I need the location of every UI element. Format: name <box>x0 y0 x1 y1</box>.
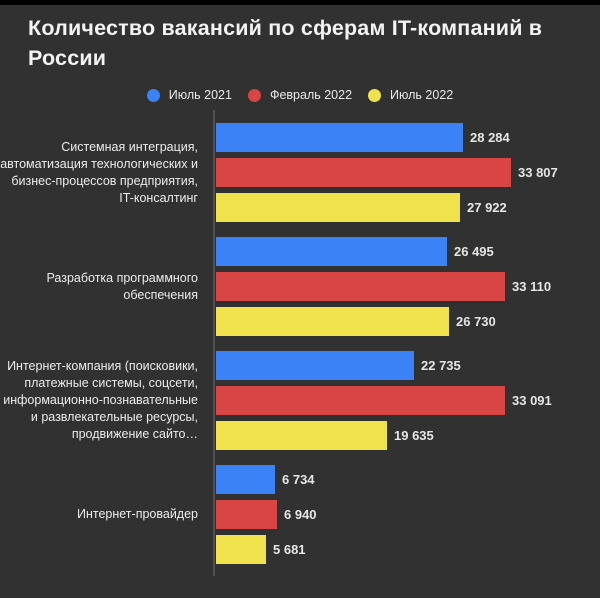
bar-value-label: 22 735 <box>421 358 461 373</box>
chart-title: Количество вакансий по сферам IT-компани… <box>28 16 543 70</box>
bar <box>216 158 511 187</box>
legend-item: Июль 2022 <box>368 88 453 102</box>
bar <box>216 351 414 380</box>
legend-dot-icon <box>368 88 382 102</box>
bar <box>216 386 505 415</box>
category-label: Интернет-компания (поисковики, платежные… <box>3 359 198 441</box>
axis-baseline <box>213 110 215 576</box>
top-border-strip <box>0 0 600 5</box>
bar-row: 33 110 <box>216 272 551 301</box>
legend-label: Июль 2021 <box>168 88 232 102</box>
bars-stack: 6 734 6 940 5 681 <box>216 465 317 564</box>
legend-label: Июль 2022 <box>390 88 454 102</box>
category-label: Разработка программного обеспечения <box>46 270 198 302</box>
legend-dot-icon <box>146 88 160 102</box>
bar <box>216 465 275 494</box>
legend-item: Февраль 2022 <box>247 88 353 102</box>
bars-stack: 22 735 33 091 19 635 <box>216 351 552 450</box>
bar-row: 26 730 <box>216 307 551 336</box>
bar-value-label: 6 940 <box>284 507 317 522</box>
legend-item: Июль 2021 <box>146 88 232 102</box>
legend: Июль 2021 Февраль 2022 Июль 2022 <box>0 88 600 102</box>
legend-label: Февраль 2022 <box>269 88 353 102</box>
category-group: Интернет-провайдер 6 734 6 940 5 681 <box>0 465 600 564</box>
bar-row: 28 284 <box>216 123 558 152</box>
bar-row: 6 734 <box>216 465 317 494</box>
bar-row: 33 091 <box>216 386 552 415</box>
bar-value-label: 26 730 <box>456 314 496 329</box>
bars-stack: 28 284 33 807 27 922 <box>216 123 558 222</box>
chart-area: Системная интеграция, автоматизация техн… <box>0 110 600 576</box>
legend-dot-icon <box>247 88 261 102</box>
bar-value-label: 33 091 <box>512 393 552 408</box>
bar-value-label: 28 284 <box>470 130 510 145</box>
bar-row: 19 635 <box>216 421 552 450</box>
bar-value-label: 33 807 <box>518 165 558 180</box>
category-group: Разработка программного обеспечения 26 49… <box>0 237 600 336</box>
bar <box>216 237 447 266</box>
bar-row: 27 922 <box>216 193 558 222</box>
bar <box>216 500 277 529</box>
category-label: Интернет-провайдер <box>76 507 198 521</box>
bar-row: 6 940 <box>216 500 317 529</box>
bar-value-label: 27 922 <box>467 200 507 215</box>
bar-value-label: 19 635 <box>394 428 434 443</box>
chart-groups: Системная интеграция, автоматизация техн… <box>0 110 600 564</box>
category-group: Интернет-компания (поисковики, платежные… <box>0 351 600 450</box>
bar <box>216 307 449 336</box>
category-group: Системная интеграция, автоматизация техн… <box>0 123 600 222</box>
bar <box>216 535 266 564</box>
bar-value-label: 26 495 <box>454 244 494 259</box>
bar <box>216 193 460 222</box>
bar-row: 22 735 <box>216 351 552 380</box>
category-label: Системная интеграция, автоматизация техн… <box>0 139 198 205</box>
bar <box>216 272 505 301</box>
bar-value-label: 6 734 <box>282 472 315 487</box>
bar-value-label: 5 681 <box>273 542 306 557</box>
bar <box>216 123 463 152</box>
bar-row: 26 495 <box>216 237 551 266</box>
bar-value-label: 33 110 <box>512 279 552 294</box>
bar-row: 33 807 <box>216 158 558 187</box>
bar-row: 5 681 <box>216 535 317 564</box>
bar <box>216 421 387 450</box>
bars-stack: 26 495 33 110 26 730 <box>216 237 551 336</box>
